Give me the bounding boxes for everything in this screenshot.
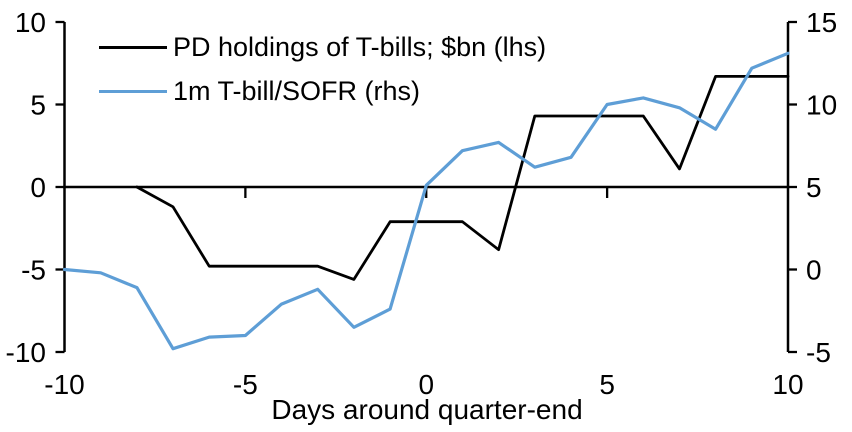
legend: PD holdings of T-bills; $bn (lhs) 1m T-b…: [99, 32, 546, 107]
x-axis-tick-label: 5: [599, 369, 615, 400]
x-axis-tick-label: 10: [772, 369, 803, 400]
left-axis-tick-label: 5: [30, 90, 46, 121]
right-axis-tick-label: 10: [806, 90, 837, 121]
legend-line-swatch-black: [99, 46, 167, 49]
left-axis-tick-label: -5: [21, 255, 46, 286]
legend-item-pd-holdings: PD holdings of T-bills; $bn (lhs): [99, 32, 546, 63]
x-axis-tick-label: -10: [44, 369, 84, 400]
legend-label: PD holdings of T-bills; $bn (lhs): [173, 32, 547, 62]
left-axis-tick-label: 10: [15, 7, 46, 38]
right-axis-tick-label: 15: [806, 7, 837, 38]
right-axis-tick-label: 0: [806, 255, 822, 286]
series-line-pd-holdings: [135, 75, 790, 281]
legend-line-swatch-blue: [99, 90, 167, 93]
left-axis-tick-label: 0: [30, 172, 46, 203]
x-axis-tick-label: -5: [233, 369, 258, 400]
legend-label: 1m T-bill/SOFR (rhs): [173, 76, 421, 106]
x-axis-tick-label: 0: [418, 369, 434, 400]
right-axis-tick-label: 5: [806, 172, 822, 203]
x-axis-title: Days around quarter-end: [271, 394, 583, 425]
series-line-tbill-sofr: [62, 51, 790, 351]
legend-item-tbill-sofr: 1m T-bill/SOFR (rhs): [99, 76, 546, 107]
left-axis-tick-label: -10: [6, 337, 46, 368]
right-axis-tick-label: -5: [806, 337, 831, 368]
